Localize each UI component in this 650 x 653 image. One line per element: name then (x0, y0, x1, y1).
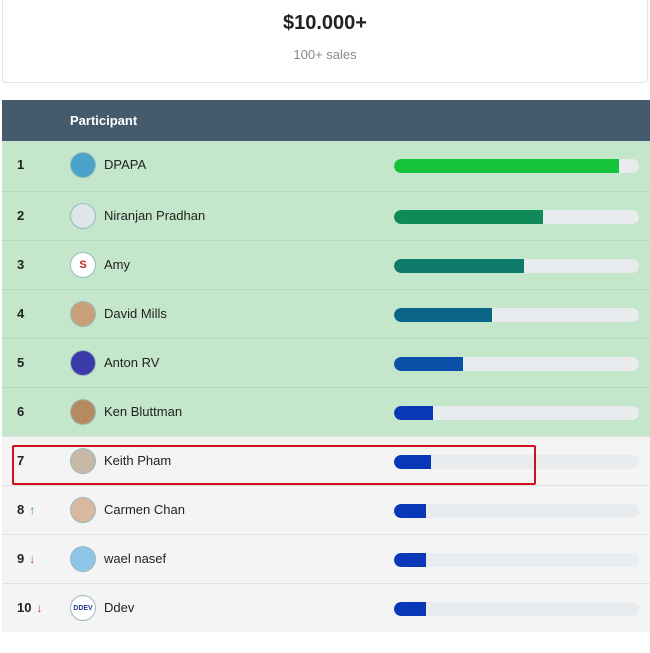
arrow-down-icon: ↓ (29, 551, 36, 566)
avatar[interactable] (70, 301, 96, 327)
avatar[interactable] (70, 399, 96, 425)
table-body: 1 DPAPA 2 Niranjan Pradhan 3 S Amy 4 David Mills… (2, 141, 650, 632)
table-row[interactable]: 4 David Mills (2, 289, 650, 338)
participant-name[interactable]: Ken Bluttman (104, 404, 183, 419)
participant-name[interactable]: Carmen Chan (104, 502, 185, 517)
rank-number: 8 (17, 502, 25, 517)
table-row[interactable]: 5 Anton RV (2, 338, 650, 387)
table-row[interactable]: 3 S Amy (2, 240, 650, 289)
table-row[interactable]: 9 ↓ wael nasef (2, 534, 650, 583)
rank-cell: 8 ↑ (17, 502, 35, 517)
avatar[interactable] (70, 203, 96, 229)
progress-bar (394, 504, 639, 518)
table-row[interactable]: 7 Keith Pham (2, 436, 650, 485)
rank-cell: 1 (17, 157, 24, 172)
participant-name[interactable]: wael nasef (104, 551, 167, 566)
rank-number: 6 (17, 404, 25, 419)
progress-bar (394, 602, 639, 616)
progress-fill (394, 210, 544, 224)
progress-fill (394, 259, 524, 273)
avatar[interactable] (70, 546, 96, 572)
table-row[interactable]: 6 Ken Bluttman (2, 387, 650, 436)
table-row[interactable]: 10 ↓ DDEV Ddev (2, 583, 650, 632)
progress-fill (394, 406, 434, 420)
avatar[interactable]: DDEV (70, 595, 96, 621)
participant-name[interactable]: DPAPA (104, 157, 147, 172)
avatar-glyph: DDEV (73, 604, 93, 612)
avatar-glyph: S (79, 259, 87, 271)
table-row[interactable]: 8 ↑ Carmen Chan (2, 485, 650, 534)
avatar[interactable] (70, 448, 96, 474)
prize-subtitle: 100+ sales (293, 47, 357, 62)
rank-number: 9 (17, 551, 25, 566)
progress-fill (394, 455, 431, 469)
progress-bar (394, 210, 639, 224)
header-participant: Participant (70, 113, 138, 128)
rank-cell: 6 (17, 404, 24, 419)
progress-fill (394, 504, 426, 518)
rank-number: 3 (17, 257, 25, 272)
prize-amount: $10.000+ (283, 12, 367, 34)
rank-number: 1 (17, 157, 25, 172)
progress-bar (394, 308, 639, 322)
participant-name[interactable]: David Mills (104, 306, 167, 321)
avatar[interactable] (70, 152, 96, 178)
participant-name[interactable]: Amy (104, 257, 130, 272)
rank-number: 5 (17, 355, 25, 370)
rank-cell: 3 (17, 257, 24, 272)
rank-cell: 10 ↓ (17, 600, 42, 615)
rank-cell: 9 ↓ (17, 551, 35, 566)
progress-fill (394, 357, 463, 371)
table-header: Participant (2, 100, 650, 141)
progress-bar (394, 159, 639, 173)
participant-name[interactable]: Anton RV (104, 355, 160, 370)
rank-cell: 5 (17, 355, 24, 370)
avatar[interactable] (70, 350, 96, 376)
prize-card: $10.000+ 100+ sales (2, 0, 648, 83)
progress-bar (394, 357, 639, 371)
rank-number: 7 (17, 453, 25, 468)
leaderboard-table: Participant 1 DPAPA 2 Niranjan Pradhan 3 S Amy… (2, 100, 650, 632)
progress-fill (394, 553, 426, 567)
rank-cell: 4 (17, 306, 24, 321)
arrow-up-icon: ↑ (29, 502, 36, 517)
participant-name[interactable]: Ddev (104, 600, 135, 615)
table-row[interactable]: 2 Niranjan Pradhan (2, 191, 650, 240)
progress-bar (394, 553, 639, 567)
progress-fill (394, 308, 492, 322)
arrow-down-icon: ↓ (36, 600, 43, 615)
progress-fill (394, 602, 426, 616)
participant-name[interactable]: Niranjan Pradhan (104, 208, 206, 223)
progress-bar (394, 259, 639, 273)
rank-number: 10 (17, 600, 32, 615)
rank-number: 2 (17, 208, 25, 223)
progress-bar (394, 406, 639, 420)
avatar[interactable] (70, 497, 96, 523)
participant-name[interactable]: Keith Pham (104, 453, 172, 468)
progress-fill (394, 159, 620, 173)
rank-cell: 2 (17, 208, 24, 223)
table-row[interactable]: 1 DPAPA (2, 141, 650, 191)
avatar[interactable]: S (70, 252, 96, 278)
progress-bar (394, 455, 639, 469)
rank-number: 4 (17, 306, 25, 321)
rank-cell: 7 (17, 453, 24, 468)
